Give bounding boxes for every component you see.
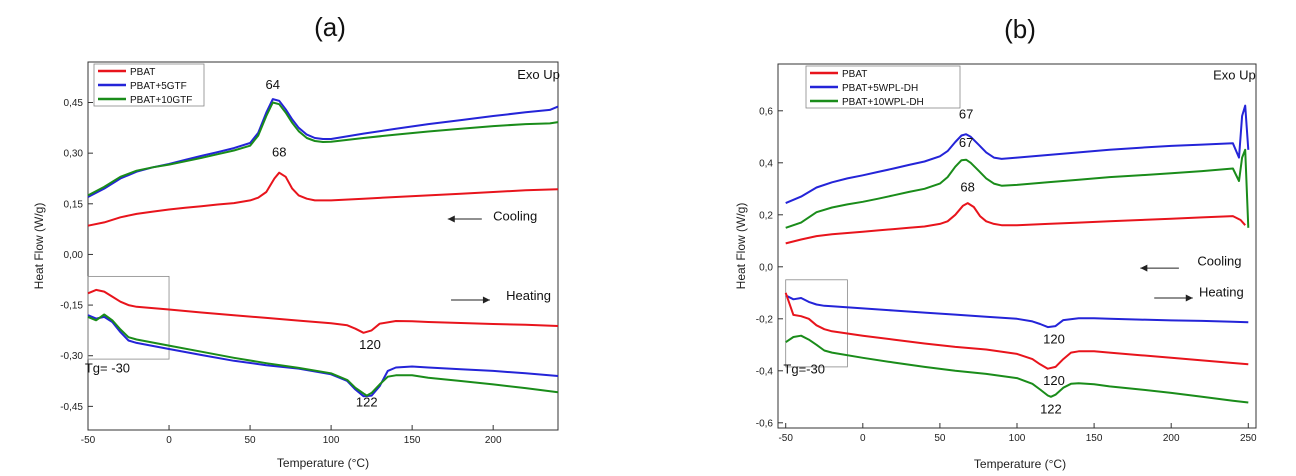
y-tick-label-a-1: -0,30: [60, 351, 83, 362]
x-tick-label-a-2: 50: [245, 435, 257, 446]
marks-a: -50 0 50 100 150 200 -0,45 -0,30 -0,15 0,00 0,15 0,…: [60, 98, 559, 446]
x-tick-label-b-5: 200: [1163, 433, 1180, 444]
x-tick-label-a-3: 100: [323, 435, 340, 446]
x-axis-title-b: Temperature (°C): [974, 457, 1066, 471]
y-axis-title-a: Heat Flow (W/g): [32, 203, 46, 290]
panel-label-b: (b): [1004, 14, 1036, 44]
y-tick-label-a-4: 0,15: [64, 199, 84, 210]
x-tick-label-a-4: 150: [404, 435, 421, 446]
annotation-a-1: 68: [272, 145, 286, 160]
y-tick-label-b-2: -0,2: [756, 314, 774, 325]
x-tick-label-b-4: 150: [1086, 433, 1103, 444]
annotation-a-2: 120: [359, 337, 381, 352]
y-tick-label-a-2: -0,15: [60, 301, 83, 312]
y-tick-label-a-0: -0,45: [60, 402, 83, 413]
annotations-a: 64 68 120 122 Tg= -30 Exo Up Cooling Heating: [85, 67, 560, 409]
marks-b: -50 0 50 100 150 200 250 -0,6 -0,4 -0,2 0,0 0,2 0,4 0…: [756, 104, 1257, 444]
legend-label-5gtf-a: PBAT+5GTF: [130, 81, 187, 92]
series-line-b-pbat-10wpl-dh-cooling: [785, 148, 1250, 229]
series-line-b-pbat-cooling: [785, 202, 1246, 245]
series-line-b-pbat-heating: [784, 292, 1249, 370]
chart-panel-b: (b) -50 0 50 100 150 200 250 -0,6 -0,4 -0,2 0,0 0,2…: [734, 14, 1257, 471]
x-tick-label-b-6: 250: [1240, 433, 1257, 444]
y-axis-title-b: Heat Flow (W/g): [734, 203, 748, 290]
legend-label-pbat-b: PBAT: [842, 69, 867, 80]
series-line-b-pbat-5wpl-dh-cooling: [785, 104, 1250, 205]
annotation-b-8: Cooling: [1197, 254, 1241, 269]
series-line-a-pbat-10gtf-cooling: [87, 101, 559, 197]
legend-b: PBAT PBAT+5WPL-DH PBAT+10WPL-DH: [805, 65, 961, 109]
annotation-a-5: Exo Up: [517, 67, 560, 82]
annotation-b-2: 68: [960, 179, 974, 194]
y-tick-label-a-5: 0,30: [64, 149, 84, 160]
y-tick-label-b-1: -0,4: [756, 366, 774, 377]
tg-highlight-box-b: [785, 279, 848, 368]
x-tick-label-b-2: 50: [934, 433, 946, 444]
series-line-b-pbat-5wpl-dh-heating: [785, 294, 1249, 329]
annotation-a-7: Heating: [506, 288, 551, 303]
annotation-b-0: 67: [959, 107, 973, 122]
series-line-a-pbat-heating: [87, 288, 559, 334]
y-tick-label-b-5: 0,4: [759, 158, 773, 169]
legend-label-5wpl-b: PBAT+5WPL-DH: [842, 83, 918, 94]
x-tick-label-b-3: 100: [1009, 433, 1026, 444]
annotations-b: 67 67 68 120 120 122 Tg=-30 Exo Up Cooling Heatin…: [783, 68, 1255, 417]
annotation-b-5: 122: [1040, 402, 1062, 417]
plot-frame-a: [87, 61, 559, 431]
series-line-a-pbat-10gtf-heating: [87, 313, 559, 397]
x-axis-title-a: Temperature (°C): [277, 456, 369, 470]
y-tick-label-a-3: 0,00: [64, 250, 84, 261]
legend-label-10gtf-a: PBAT+10GTF: [130, 95, 192, 106]
y-tick-label-b-0: -0,6: [756, 418, 774, 429]
y-tick-label-a-6: 0,45: [64, 98, 84, 109]
x-tick-label-a-5: 200: [485, 435, 502, 446]
x-tick-label-a-0: -50: [81, 435, 96, 446]
y-tick-label-b-6: 0,6: [759, 106, 773, 117]
series-line-a-pbat-cooling: [87, 171, 559, 227]
annotation-b-3: 120: [1043, 332, 1065, 347]
arrow-head-b-0: [1140, 264, 1148, 272]
annotation-b-1: 67: [959, 135, 973, 150]
y-tick-label-b-3: 0,0: [759, 262, 773, 273]
annotation-b-6: Tg=-30: [783, 361, 825, 376]
series-line-b-pbat-10wpl-dh-heating: [785, 334, 1249, 404]
annotation-a-4: Tg= -30: [85, 361, 130, 376]
annotation-a-3: 122: [356, 394, 378, 409]
legend-label-10wpl-b: PBAT+10WPL-DH: [842, 97, 924, 108]
annotation-b-7: Exo Up: [1213, 68, 1256, 83]
annotation-b-4: 120: [1043, 373, 1065, 388]
annotation-b-9: Heating: [1199, 285, 1244, 300]
annotation-a-0: 64: [266, 77, 280, 92]
legend-a: PBAT PBAT+5GTF PBAT+10GTF: [93, 63, 205, 107]
arrow-head-b-1: [1185, 294, 1193, 302]
arrow-head-a-1: [482, 296, 490, 304]
legend-label-pbat-a: PBAT: [130, 67, 155, 78]
chart-panel-a: (a) -50 0 50 100 150 200 -0,45 -0,30 -0,15 0,00 0,…: [32, 12, 560, 470]
x-tick-label-b-0: -50: [778, 433, 793, 444]
x-tick-label-a-1: 0: [166, 435, 172, 446]
annotation-a-6: Cooling: [493, 209, 537, 224]
y-tick-label-b-4: 0,2: [759, 210, 773, 221]
arrow-head-a-0: [447, 215, 455, 223]
panel-label-a: (a): [314, 12, 346, 42]
x-tick-label-b-1: 0: [860, 433, 866, 444]
